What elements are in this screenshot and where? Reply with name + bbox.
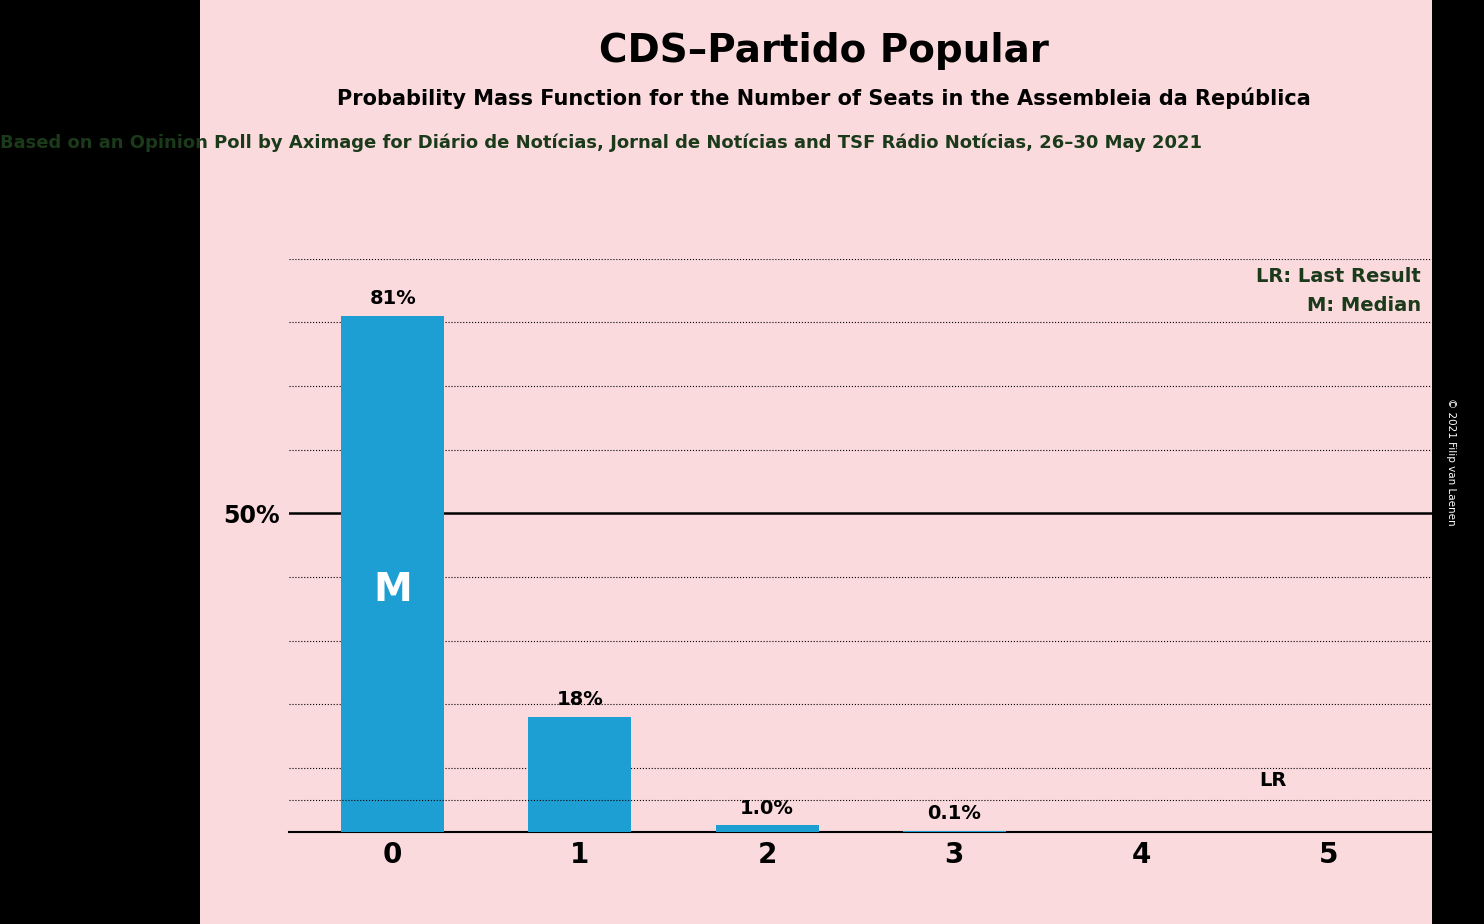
Text: CDS–Partido Popular: CDS–Partido Popular [598,32,1049,70]
Text: M: Median: M: Median [1306,296,1420,315]
Text: 18%: 18% [556,690,604,710]
Text: © 2021 Filip van Laenen: © 2021 Filip van Laenen [1447,398,1456,526]
Bar [715,825,819,832]
Text: 81%: 81% [370,289,416,309]
Text: Based on an Opinion Poll by Aximage for Diário de Notícias, Jornal de Notícias a: Based on an Opinion Poll by Aximage for … [0,134,1202,152]
Text: LR: Last Result: LR: Last Result [1255,267,1420,286]
Text: M: M [374,571,413,609]
Bar [528,717,631,832]
Text: 0.1%: 0.1% [928,804,981,823]
Text: LR: LR [1258,772,1287,790]
Text: Probability Mass Function for the Number of Seats in the Assembleia da República: Probability Mass Function for the Number… [337,88,1310,109]
Bar [341,316,444,832]
Text: 1.0%: 1.0% [741,798,794,818]
